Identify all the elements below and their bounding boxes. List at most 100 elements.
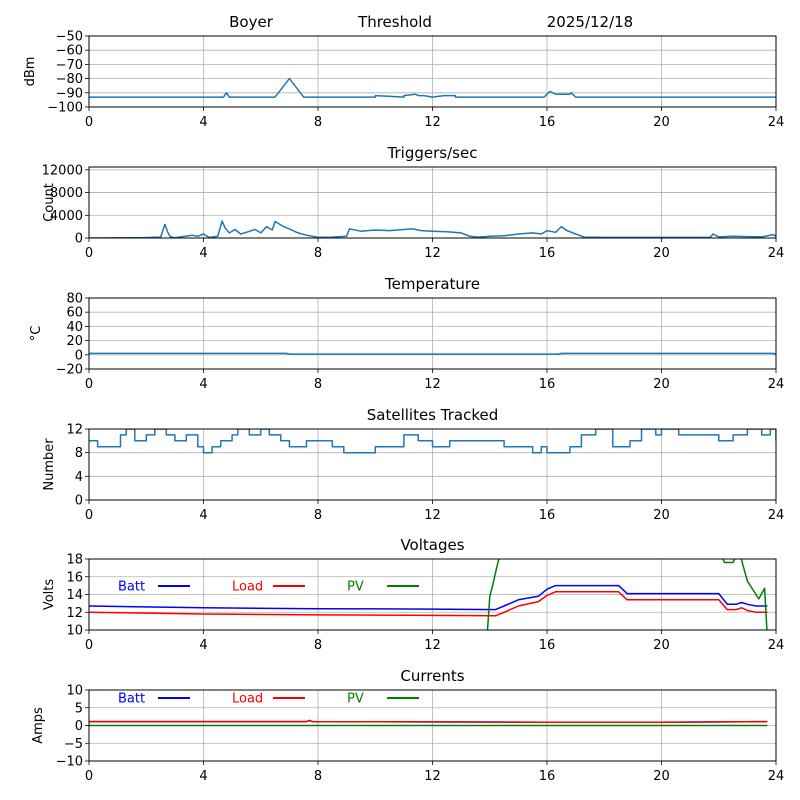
- x-tick-label: 12: [424, 769, 441, 784]
- x-tick-label: 4: [199, 638, 207, 653]
- y-tick-label: −100: [47, 101, 83, 116]
- x-tick-label: 8: [314, 638, 322, 653]
- y-tick-label: 5: [75, 701, 83, 716]
- series-line-load: [89, 591, 768, 617]
- header-site: Boyer: [229, 13, 274, 31]
- y-tick-label: 10: [66, 684, 83, 699]
- x-tick-label: 24: [768, 769, 785, 784]
- series-group: [89, 352, 776, 355]
- series-line-satellites: [89, 429, 776, 454]
- y-tick-label: 0: [75, 348, 83, 363]
- y-axis-label: Count: [42, 183, 57, 222]
- x-tick-label: 24: [768, 508, 785, 523]
- chart-panel-0: 0 4 8 12 16 20 24 −100−90−80−70−60−50 dBm: [23, 30, 784, 131]
- y-tick-label: 60: [66, 306, 83, 321]
- x-tick-label: 24: [768, 377, 785, 392]
- y-tick-label: 8: [75, 446, 83, 461]
- chart-title: Currents: [400, 667, 464, 685]
- x-tick-label: 12: [424, 377, 441, 392]
- x-tick-label: 8: [314, 115, 322, 130]
- x-tick-label: 12: [424, 508, 441, 523]
- x-tick-label: 24: [768, 115, 785, 130]
- y-tick-label: 20: [66, 334, 83, 349]
- x-tick-label: 0: [85, 377, 93, 392]
- x-tick-label: 4: [199, 246, 207, 261]
- x-tick-label: 20: [653, 115, 670, 130]
- chart-title: Temperature: [384, 275, 480, 293]
- legend-label-pv: PV: [347, 692, 364, 707]
- y-tick-label: 16: [66, 570, 83, 585]
- y-tick-label: 0: [75, 494, 83, 509]
- x-tick-label: 0: [85, 508, 93, 523]
- x-tick-label: 20: [653, 638, 670, 653]
- x-tick-label: 0: [85, 638, 93, 653]
- x-tick-label: 8: [314, 377, 322, 392]
- y-tick-label: −90: [56, 86, 83, 101]
- x-tick-label: 12: [424, 246, 441, 261]
- y-tick-label: 40: [66, 320, 83, 335]
- x-tick-label: 8: [314, 246, 322, 261]
- y-tick-label: 4000: [50, 209, 83, 224]
- series-line-threshold: [89, 77, 776, 98]
- x-tick-label: 4: [199, 508, 207, 523]
- x-tick-label: 12: [424, 115, 441, 130]
- x-tick-label: 12: [424, 638, 441, 653]
- legend-label-load: Load: [232, 580, 263, 595]
- y-axis-label: °C: [29, 326, 44, 342]
- x-tick-label: 20: [653, 769, 670, 784]
- series-group: [89, 429, 776, 454]
- chart-title: Voltages: [400, 536, 464, 554]
- chart-panel-4: 0 4 8 12 16 20 24 10 12 14 16 18 Voltages Volts Batt Lo…: [42, 536, 784, 653]
- series-line-load: [89, 719, 768, 724]
- y-tick-label: −60: [56, 44, 83, 59]
- x-tick-label: 4: [199, 769, 207, 784]
- y-tick-label: −20: [56, 363, 83, 378]
- x-tick-label: 8: [314, 508, 322, 523]
- x-tick-label: 16: [539, 769, 556, 784]
- y-axis-label: Number: [42, 438, 57, 491]
- y-tick-label: 12: [66, 606, 83, 621]
- y-tick-label: 12000: [42, 163, 83, 178]
- series-group: [89, 220, 776, 238]
- x-tick-label: 20: [653, 246, 670, 261]
- legend-label-load: Load: [232, 692, 263, 707]
- chart-panel-1: 0 4 8 12 16 20 24 0 4000 8000 12000 Triggers/sec Cou…: [42, 144, 785, 261]
- series-group: [89, 559, 768, 630]
- y-axis-label: Volts: [42, 579, 57, 611]
- y-tick-label: 18: [66, 553, 83, 568]
- series-line-batt: [89, 584, 768, 611]
- y-tick-label: 14: [66, 588, 83, 603]
- chart-title: Triggers/sec: [387, 144, 478, 162]
- y-tick-label: 12: [66, 423, 83, 438]
- chart-panel-3: 0 4 8 12 16 20 24 0 4 8 12 Satellites Tracked Number: [42, 406, 784, 523]
- x-tick-label: 20: [653, 508, 670, 523]
- y-tick-label: −80: [56, 72, 83, 87]
- y-axis-label: Amps: [31, 707, 46, 744]
- x-tick-label: 8: [314, 769, 322, 784]
- legend-label-batt: Batt: [118, 692, 145, 707]
- chart-title: Satellites Tracked: [367, 406, 498, 424]
- y-tick-label: 4: [75, 470, 83, 485]
- x-tick-label: 16: [539, 377, 556, 392]
- y-tick-label: −5: [64, 737, 83, 752]
- x-tick-label: 4: [199, 115, 207, 130]
- legend-label-pv: PV: [347, 580, 364, 595]
- y-tick-label: 8000: [50, 186, 83, 201]
- x-tick-label: 0: [85, 115, 93, 130]
- header-date: 2025/12/18: [547, 13, 633, 31]
- x-tick-label: 0: [85, 246, 93, 261]
- y-tick-label: 0: [75, 232, 83, 247]
- series-line-pv: [486, 559, 768, 630]
- y-tick-label: −70: [56, 58, 83, 73]
- series-group: [89, 719, 768, 727]
- header-label: Threshold: [357, 13, 432, 31]
- x-tick-label: 4: [199, 377, 207, 392]
- series-group: [89, 77, 776, 98]
- x-tick-label: 24: [768, 638, 785, 653]
- y-tick-label: 80: [66, 292, 83, 307]
- x-tick-label: 24: [768, 246, 785, 261]
- y-tick-label: 0: [75, 719, 83, 734]
